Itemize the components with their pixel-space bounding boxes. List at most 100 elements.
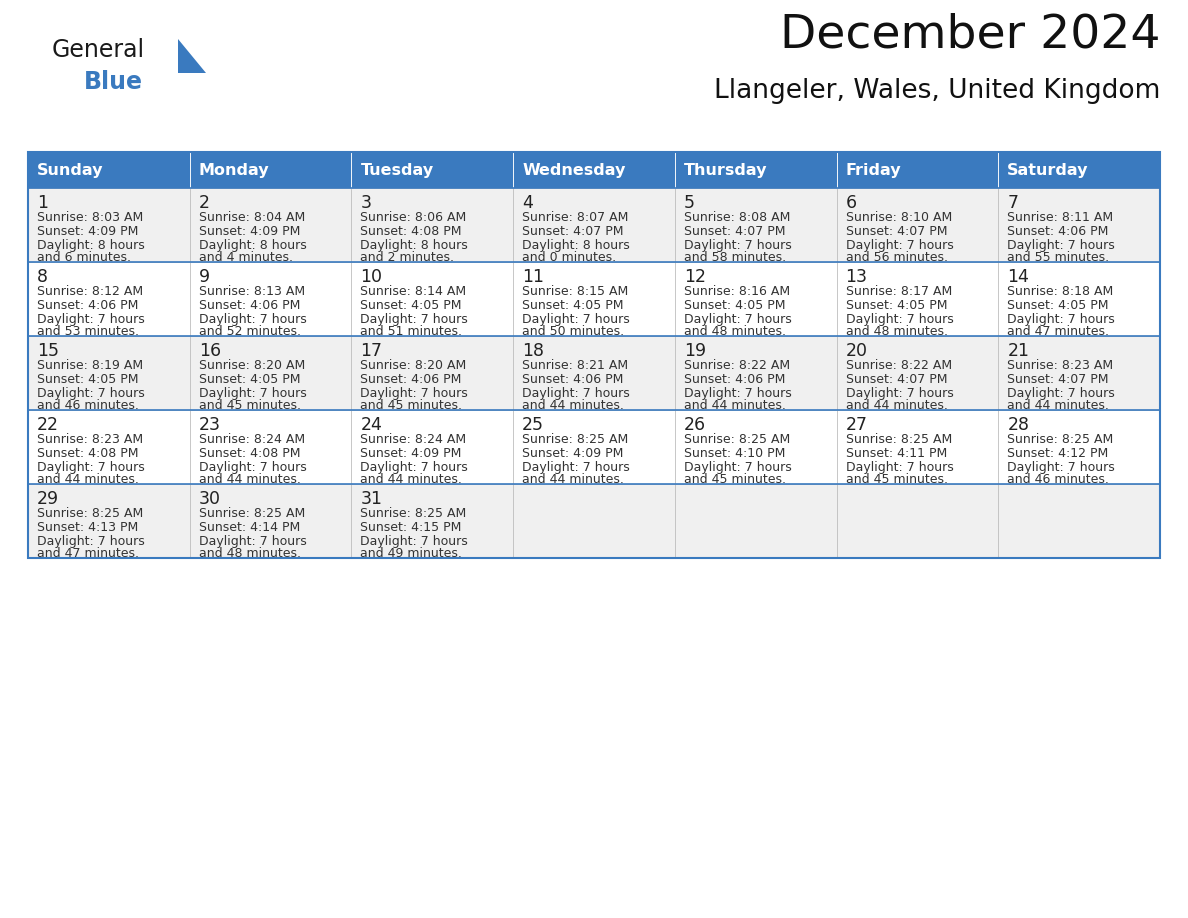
Bar xyxy=(29,262,190,336)
Text: Sunset: 4:06 PM: Sunset: 4:06 PM xyxy=(684,373,785,386)
Text: Daylight: 7 hours: Daylight: 7 hours xyxy=(1007,461,1116,474)
Bar xyxy=(836,484,998,558)
Text: and 44 minutes.: and 44 minutes. xyxy=(684,399,785,412)
Text: Daylight: 7 hours: Daylight: 7 hours xyxy=(360,535,468,548)
Text: Sunrise: 8:25 AM: Sunrise: 8:25 AM xyxy=(846,433,952,446)
Text: Thursday: Thursday xyxy=(684,162,767,177)
Text: and 52 minutes.: and 52 minutes. xyxy=(198,325,301,338)
Text: 29: 29 xyxy=(37,490,59,508)
Text: and 4 minutes.: and 4 minutes. xyxy=(198,251,292,264)
Text: Daylight: 7 hours: Daylight: 7 hours xyxy=(37,313,145,326)
Text: and 0 minutes.: and 0 minutes. xyxy=(523,251,617,264)
Text: Daylight: 7 hours: Daylight: 7 hours xyxy=(1007,239,1116,252)
Text: 16: 16 xyxy=(198,342,221,360)
Text: 28: 28 xyxy=(1007,416,1029,434)
Text: General: General xyxy=(52,38,145,62)
Bar xyxy=(352,484,513,558)
Text: 25: 25 xyxy=(523,416,544,434)
Text: and 44 minutes.: and 44 minutes. xyxy=(198,473,301,486)
Text: Sunset: 4:05 PM: Sunset: 4:05 PM xyxy=(684,299,785,312)
Text: Sunset: 4:14 PM: Sunset: 4:14 PM xyxy=(198,521,299,534)
Text: and 58 minutes.: and 58 minutes. xyxy=(684,251,786,264)
Bar xyxy=(998,484,1159,558)
Bar xyxy=(190,188,352,262)
Text: Blue: Blue xyxy=(84,70,143,94)
Text: December 2024: December 2024 xyxy=(779,12,1159,57)
Text: Sunrise: 8:25 AM: Sunrise: 8:25 AM xyxy=(198,507,305,520)
Bar xyxy=(29,410,190,484)
Text: Sunset: 4:05 PM: Sunset: 4:05 PM xyxy=(198,373,301,386)
Text: Sunset: 4:12 PM: Sunset: 4:12 PM xyxy=(1007,447,1108,460)
Text: Saturday: Saturday xyxy=(1007,162,1088,177)
Text: Monday: Monday xyxy=(198,162,270,177)
Text: Daylight: 7 hours: Daylight: 7 hours xyxy=(360,313,468,326)
Text: Daylight: 7 hours: Daylight: 7 hours xyxy=(37,461,145,474)
Text: 21: 21 xyxy=(1007,342,1029,360)
Text: 2: 2 xyxy=(198,194,210,212)
Text: Sunrise: 8:18 AM: Sunrise: 8:18 AM xyxy=(1007,285,1113,298)
Text: Sunrise: 8:13 AM: Sunrise: 8:13 AM xyxy=(198,285,305,298)
Text: Sunset: 4:06 PM: Sunset: 4:06 PM xyxy=(360,373,462,386)
Text: Sunrise: 8:14 AM: Sunrise: 8:14 AM xyxy=(360,285,467,298)
Text: Sunset: 4:08 PM: Sunset: 4:08 PM xyxy=(198,447,301,460)
Text: and 48 minutes.: and 48 minutes. xyxy=(846,325,948,338)
Text: 3: 3 xyxy=(360,194,372,212)
Bar xyxy=(29,152,1159,558)
Text: Daylight: 7 hours: Daylight: 7 hours xyxy=(846,461,953,474)
Text: Sunset: 4:09 PM: Sunset: 4:09 PM xyxy=(198,225,301,238)
Text: Sunset: 4:07 PM: Sunset: 4:07 PM xyxy=(846,373,947,386)
Text: 23: 23 xyxy=(198,416,221,434)
Bar xyxy=(513,188,675,262)
Text: Sunset: 4:10 PM: Sunset: 4:10 PM xyxy=(684,447,785,460)
Bar xyxy=(998,188,1159,262)
Text: and 47 minutes.: and 47 minutes. xyxy=(1007,325,1110,338)
Bar xyxy=(836,152,998,188)
Text: Daylight: 7 hours: Daylight: 7 hours xyxy=(523,461,630,474)
Bar xyxy=(29,484,190,558)
Text: Sunrise: 8:08 AM: Sunrise: 8:08 AM xyxy=(684,211,790,224)
Text: Daylight: 7 hours: Daylight: 7 hours xyxy=(846,313,953,326)
Text: Daylight: 8 hours: Daylight: 8 hours xyxy=(37,239,145,252)
Text: and 49 minutes.: and 49 minutes. xyxy=(360,547,462,560)
Text: Sunrise: 8:16 AM: Sunrise: 8:16 AM xyxy=(684,285,790,298)
Text: and 51 minutes.: and 51 minutes. xyxy=(360,325,462,338)
Bar xyxy=(836,410,998,484)
Text: and 44 minutes.: and 44 minutes. xyxy=(360,473,462,486)
Text: Sunrise: 8:24 AM: Sunrise: 8:24 AM xyxy=(198,433,305,446)
Text: Sunrise: 8:11 AM: Sunrise: 8:11 AM xyxy=(1007,211,1113,224)
Bar xyxy=(675,336,836,410)
Text: 1: 1 xyxy=(37,194,48,212)
Bar xyxy=(836,336,998,410)
Text: 27: 27 xyxy=(846,416,867,434)
Text: Sunrise: 8:23 AM: Sunrise: 8:23 AM xyxy=(1007,359,1113,372)
Text: and 45 minutes.: and 45 minutes. xyxy=(684,473,785,486)
Text: Daylight: 7 hours: Daylight: 7 hours xyxy=(360,387,468,400)
Text: Sunrise: 8:20 AM: Sunrise: 8:20 AM xyxy=(360,359,467,372)
Text: and 44 minutes.: and 44 minutes. xyxy=(523,473,624,486)
Bar xyxy=(675,410,836,484)
Bar xyxy=(29,336,190,410)
Text: Daylight: 7 hours: Daylight: 7 hours xyxy=(198,461,307,474)
Bar xyxy=(675,484,836,558)
Text: Sunset: 4:06 PM: Sunset: 4:06 PM xyxy=(1007,225,1108,238)
Text: Sunrise: 8:17 AM: Sunrise: 8:17 AM xyxy=(846,285,952,298)
Text: Daylight: 7 hours: Daylight: 7 hours xyxy=(684,387,791,400)
Bar xyxy=(513,152,675,188)
Bar xyxy=(998,152,1159,188)
Text: Sunrise: 8:22 AM: Sunrise: 8:22 AM xyxy=(684,359,790,372)
Text: 4: 4 xyxy=(523,194,533,212)
Text: 15: 15 xyxy=(37,342,59,360)
Text: 20: 20 xyxy=(846,342,867,360)
Bar xyxy=(998,336,1159,410)
Text: Daylight: 7 hours: Daylight: 7 hours xyxy=(523,313,630,326)
Text: Sunset: 4:06 PM: Sunset: 4:06 PM xyxy=(37,299,138,312)
Text: 5: 5 xyxy=(684,194,695,212)
Bar xyxy=(513,410,675,484)
Text: Sunrise: 8:04 AM: Sunrise: 8:04 AM xyxy=(198,211,305,224)
Text: Sunset: 4:07 PM: Sunset: 4:07 PM xyxy=(523,225,624,238)
Text: Daylight: 7 hours: Daylight: 7 hours xyxy=(684,461,791,474)
Text: Sunrise: 8:07 AM: Sunrise: 8:07 AM xyxy=(523,211,628,224)
Text: and 45 minutes.: and 45 minutes. xyxy=(198,399,301,412)
Bar xyxy=(998,410,1159,484)
Text: Sunrise: 8:25 AM: Sunrise: 8:25 AM xyxy=(360,507,467,520)
